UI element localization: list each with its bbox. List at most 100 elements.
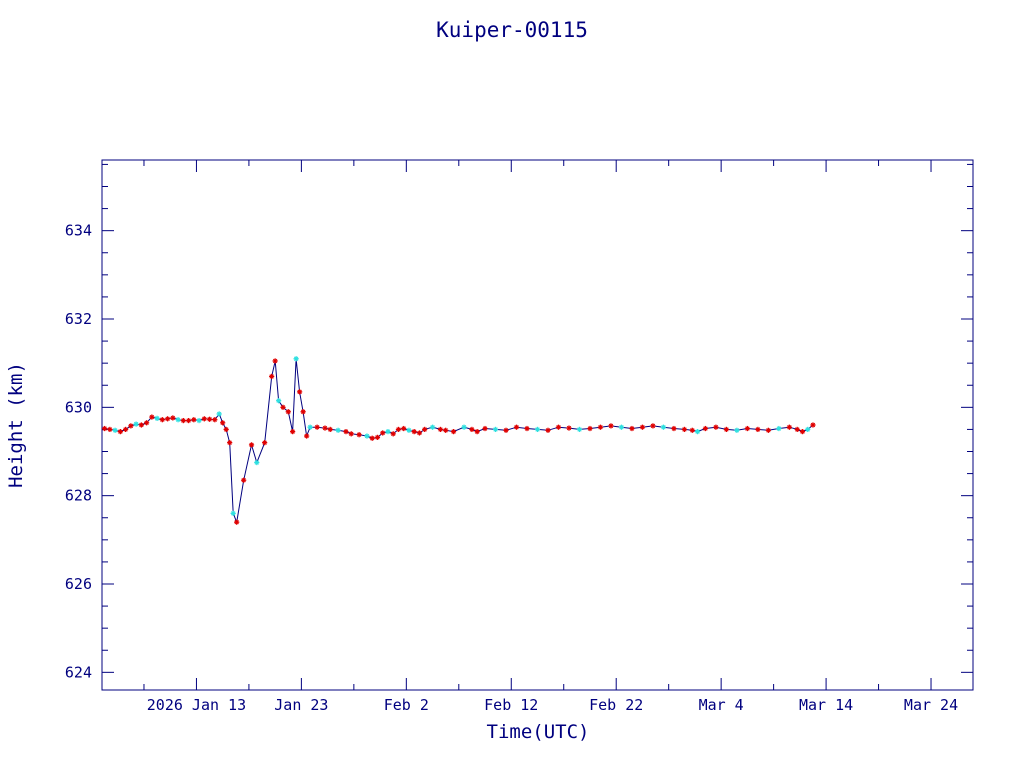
- data-point: [474, 429, 480, 435]
- data-point: [180, 417, 186, 424]
- data-point: [587, 425, 593, 432]
- data-point: [639, 424, 646, 430]
- chart-title: Kuiper-00115: [436, 18, 588, 42]
- data-point: [227, 440, 233, 446]
- y-tick-label: 624: [65, 663, 92, 681]
- x-tick-label: Mar 24: [904, 696, 958, 714]
- data-point: [220, 420, 226, 426]
- data-point: [297, 389, 303, 395]
- data-point: [164, 416, 171, 422]
- data-point: [608, 423, 614, 429]
- y-tick-label: 626: [65, 575, 92, 593]
- data-point: [545, 427, 551, 433]
- data-point: [618, 424, 625, 430]
- data-point: [269, 373, 275, 380]
- x-tick-label: 2026 Jan 13: [147, 696, 246, 714]
- data-point: [223, 426, 229, 433]
- data-point: [196, 417, 202, 424]
- data-point: [406, 427, 412, 433]
- data-point: [356, 432, 362, 438]
- data-point: [555, 424, 562, 430]
- series-line: [104, 358, 814, 525]
- data-point: [702, 425, 709, 432]
- data-point: [694, 429, 701, 435]
- data-point: [416, 430, 423, 436]
- data-point: [597, 424, 604, 430]
- x-tick-label: Mar 14: [799, 696, 853, 714]
- data-point: [385, 429, 391, 435]
- data-point: [799, 429, 806, 435]
- data-point: [154, 415, 160, 421]
- data-point: [300, 409, 306, 415]
- y-tick-label: 628: [65, 487, 92, 505]
- data-point: [272, 358, 278, 364]
- data-point: [230, 510, 236, 516]
- data-point: [138, 422, 144, 428]
- data-point: [629, 425, 635, 432]
- data-point: [143, 420, 150, 426]
- data-point: [206, 416, 213, 422]
- data-point: [482, 425, 488, 432]
- data-point: [513, 424, 520, 430]
- data-point: [734, 427, 740, 433]
- y-axis-label: Height (km): [5, 362, 27, 488]
- data-point: [170, 415, 176, 421]
- data-point: [185, 417, 192, 424]
- data-point: [805, 426, 811, 433]
- data-point: [794, 426, 800, 433]
- x-tick-label: Feb 22: [589, 696, 643, 714]
- data-point: [524, 425, 530, 432]
- data-point: [123, 426, 129, 433]
- y-tick-label: 630: [65, 398, 92, 416]
- data-point: [689, 427, 695, 433]
- data-point: [429, 424, 436, 430]
- data-point: [437, 426, 444, 433]
- data-point: [335, 427, 341, 433]
- data-point: [566, 425, 572, 431]
- data-point: [744, 425, 750, 432]
- data-point: [469, 426, 475, 433]
- data-point: [280, 404, 286, 410]
- data-point: [216, 411, 222, 417]
- data-point: [290, 429, 296, 435]
- data-point: [374, 434, 381, 440]
- data-point: [671, 425, 677, 432]
- data-point: [304, 433, 310, 439]
- data-point: [534, 426, 541, 433]
- data-point: [810, 422, 816, 428]
- data-point: [364, 433, 370, 439]
- data-point: [681, 426, 688, 433]
- data-point: [786, 424, 792, 430]
- data-point: [422, 426, 428, 433]
- data-point: [307, 424, 313, 430]
- x-tick-label: Feb 2: [384, 696, 429, 714]
- data-point: [713, 424, 719, 430]
- data-point: [461, 424, 467, 430]
- data-point: [241, 477, 247, 483]
- data-point: [234, 519, 240, 525]
- data-point: [492, 426, 499, 433]
- data-point: [112, 427, 118, 433]
- series-line-group: [104, 358, 814, 525]
- data-point: [117, 429, 123, 435]
- data-point: [133, 421, 139, 427]
- data-point: [660, 424, 667, 430]
- data-point: [348, 431, 354, 437]
- data-point: [755, 426, 761, 433]
- data-point: [369, 435, 375, 441]
- data-point: [107, 426, 113, 433]
- data-point: [327, 426, 333, 433]
- data-point: [322, 425, 328, 431]
- data-point: [450, 429, 457, 435]
- data-point: [411, 429, 417, 435]
- data-point: [248, 442, 255, 448]
- data-point: [343, 429, 349, 435]
- data-point: [201, 416, 207, 422]
- plot-frame: [101, 159, 974, 691]
- data-point: [159, 417, 165, 423]
- data-point: [212, 417, 218, 423]
- x-axis-label: Time(UTC): [487, 721, 590, 743]
- data-point: [285, 409, 291, 415]
- data-point: [776, 425, 782, 432]
